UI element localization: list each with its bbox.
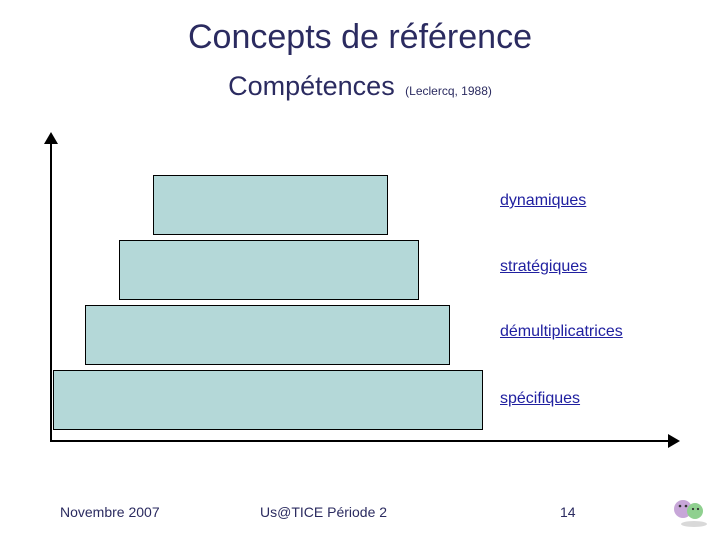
footer-date: Novembre 2007 bbox=[60, 504, 160, 520]
subtitle-line: Compétences (Leclercq, 1988) bbox=[0, 71, 720, 102]
label-specifiques: spécifiques bbox=[500, 390, 580, 408]
main-title: Concepts de référence bbox=[0, 18, 720, 57]
pyramid-step-4 bbox=[53, 370, 483, 430]
slide: Concepts de référence Compétences (Lecle… bbox=[0, 0, 720, 540]
x-axis bbox=[50, 440, 670, 442]
label-strategiques: stratégiques bbox=[500, 258, 587, 276]
citation: (Leclercq, 1988) bbox=[405, 84, 492, 98]
pyramid-step-3 bbox=[85, 305, 450, 365]
footer-page-number: 14 bbox=[560, 504, 576, 520]
y-axis bbox=[50, 140, 52, 440]
label-dynamiques: dynamiques bbox=[500, 192, 586, 210]
label-demultiplicatrices: démultiplicatrices bbox=[500, 323, 623, 341]
y-axis-arrow bbox=[44, 132, 58, 144]
title-block: Concepts de référence Compétences (Lecle… bbox=[0, 18, 720, 102]
pyramid-step-1 bbox=[153, 175, 388, 235]
footer-center: Us@TICE Période 2 bbox=[260, 504, 387, 520]
x-axis-arrow bbox=[668, 434, 680, 448]
corner-decoration-icon bbox=[668, 494, 708, 528]
pyramid-step-2 bbox=[119, 240, 419, 300]
subtitle: Compétences bbox=[228, 71, 395, 101]
